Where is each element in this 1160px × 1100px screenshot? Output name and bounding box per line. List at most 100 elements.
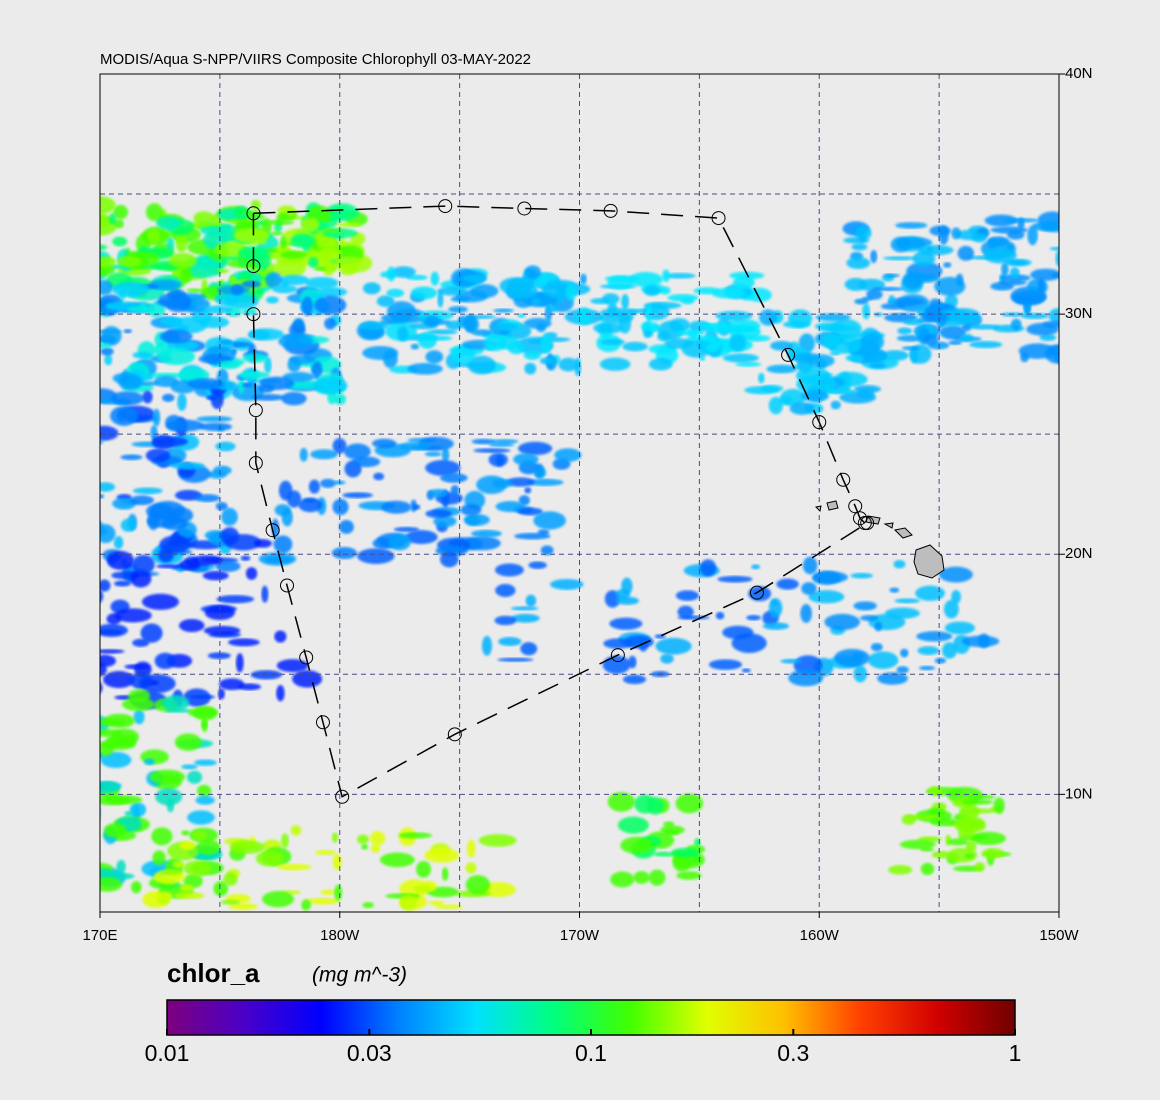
chlorophyll-patch (100, 244, 108, 251)
chlorophyll-patch (660, 825, 685, 835)
colorbar-tick-label: 1 (1009, 1040, 1022, 1066)
chlorophyll-patch (264, 356, 272, 374)
chlorophyll-patch (958, 808, 997, 814)
chlorophyll-patch (507, 341, 525, 355)
chlorophyll-patch (110, 405, 138, 426)
chlorophyll-patch (200, 226, 229, 236)
chlorophyll-patch (610, 871, 635, 888)
chlorophyll-patch (185, 264, 220, 278)
chlorophyll-patch (356, 834, 369, 845)
chlorophyll-patch (699, 356, 706, 362)
chlorophyll-patch (746, 614, 761, 621)
chlorophyll-patch (117, 256, 142, 268)
chlorophyll-patch (465, 515, 480, 526)
chlorophyll-patch (904, 814, 942, 820)
chlorophyll-patch (128, 689, 151, 703)
chlorophyll-patch (230, 284, 244, 296)
chlorophyll-patch (954, 818, 986, 834)
chlorophyll-patch (528, 561, 547, 569)
chlorophyll-patch (187, 770, 203, 784)
station (848, 499, 863, 514)
chlorophyll-patch (915, 585, 946, 601)
chlorophyll-patch (1010, 318, 1022, 331)
chlorophyll-patch (122, 697, 155, 712)
chlorophyll-patch (493, 308, 514, 313)
chlorophyll-patch (869, 362, 887, 369)
chlorophyll-patch (213, 465, 232, 476)
chlorophyll-patch (428, 900, 445, 906)
chlorophyll-patch (213, 881, 229, 897)
chlorophyll-patch (149, 769, 186, 785)
chlorophyll-patch (617, 816, 649, 834)
chlorophyll-patch (425, 509, 452, 519)
chlorophyll-patch (481, 635, 493, 656)
chlorophyll-patch (920, 862, 935, 876)
chlorophyll-patch (245, 567, 258, 580)
chlorophyll-patch (607, 302, 618, 316)
chlorophyll-patch (741, 668, 751, 673)
chlorophyll-patch (235, 653, 244, 673)
chlorophyll-patch (158, 293, 192, 309)
chlorophyll-patch (887, 297, 925, 307)
x-tick-label: 170W (560, 927, 600, 944)
chlorophyll-patch (939, 325, 967, 340)
chlorophyll-patch (927, 807, 945, 818)
chlorophyll-patch (100, 718, 127, 726)
chlorophyll-patch (993, 797, 1005, 815)
chlorophyll-patch (653, 851, 674, 857)
chlorophyll-patch (158, 547, 174, 563)
chlorophyll-patch (201, 717, 208, 733)
chlorophyll-patch (748, 586, 772, 602)
chlorophyll-patch (896, 335, 925, 342)
station (447, 727, 462, 742)
chlorophyll-patch (677, 605, 694, 619)
chlorophyll-patch (731, 633, 767, 653)
chlorophyll-patch (539, 357, 555, 365)
chlorophyll-patch (984, 214, 1018, 227)
chlorophyll-patch (524, 362, 537, 375)
chlorophyll-patch (211, 213, 221, 228)
chlorophyll-patch (663, 821, 675, 828)
chlorophyll-patch (867, 651, 899, 669)
chlorophyll-patch (471, 529, 502, 538)
chlorophyll-patch (983, 247, 1017, 264)
chlorophyll-patch (884, 273, 900, 278)
chlorophyll-patch (600, 338, 626, 346)
chlorophyll-patch (259, 376, 295, 390)
station (246, 307, 261, 322)
chlorophyll-patch (990, 226, 1028, 234)
chlorophyll-patch (473, 448, 511, 453)
chlorophyll-patch (276, 863, 312, 871)
chlorophyll-patch (129, 672, 152, 689)
chlorophyll-patch (114, 219, 124, 229)
chlorophyll-patch (183, 874, 203, 889)
chlorophyll-patch (628, 308, 659, 314)
chlorophyll-patch (478, 834, 517, 847)
y-tick-label: 20N (1065, 545, 1093, 562)
station (860, 516, 875, 531)
colorbar-units: (mg m^-3) (312, 964, 407, 987)
chlorophyll-patch (177, 393, 187, 412)
chlorophyll-patch (362, 345, 399, 360)
chlorophyll-patch (969, 324, 1000, 330)
chlorophyll-patch (195, 795, 215, 805)
island (913, 544, 945, 579)
chlorophyll-patch (168, 252, 197, 268)
chlorophyll-patch (205, 395, 216, 400)
chlorophyll-patch (622, 341, 648, 352)
chlorophyll-patch (536, 322, 546, 333)
chlorophyll-patch (397, 326, 409, 342)
chlorophyll-patch (100, 196, 116, 215)
chlorophyll-patch (851, 243, 868, 251)
chlorophyll-patch (123, 329, 133, 334)
chlorophyll-patch (405, 530, 438, 545)
chlorophyll-patch (1011, 290, 1047, 305)
hawaii-islands (814, 500, 945, 579)
chlorophyll-patch (339, 237, 346, 248)
chlorophyll-patch (957, 245, 975, 261)
chlorophyll-patch (900, 648, 909, 658)
chlorophyll-patch (407, 362, 443, 375)
chlorophyll-patch (422, 319, 451, 325)
chlorophyll-patch (101, 326, 122, 346)
chlorophyll-patch (106, 795, 143, 805)
